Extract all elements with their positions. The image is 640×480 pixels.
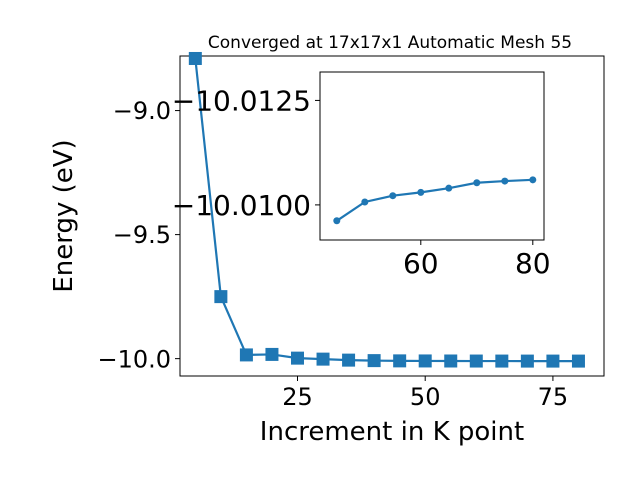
inset-x-tick-label: 80 <box>515 247 551 280</box>
main-x-tick-label: 50 <box>410 383 441 411</box>
inset-x-axis: 60 80 <box>403 240 551 280</box>
inset-data-point <box>389 192 397 200</box>
main-y-tick-label: −9.5 <box>113 221 171 249</box>
main-data-point <box>290 351 304 365</box>
chart-title: Converged at 17x17x1 Automatic Mesh 55 <box>208 33 572 53</box>
inset-y-tick-label: −10.0125 <box>172 84 311 117</box>
main-series <box>188 51 585 368</box>
main-data-point <box>393 354 407 368</box>
inset-data-point <box>333 217 341 225</box>
inset-x-tick-label: 60 <box>403 247 439 280</box>
main-data-point <box>469 354 483 368</box>
main-x-tick-label: 75 <box>538 383 569 411</box>
main-data-point <box>418 354 432 368</box>
main-series-line <box>194 58 579 363</box>
main-data-point <box>520 354 534 368</box>
main-data-point <box>571 354 585 368</box>
main-data-point <box>239 348 253 362</box>
inset-data-point <box>417 188 425 196</box>
inset-data-point <box>501 177 509 185</box>
main-y-axis: −9.0 −9.5 −10.0 <box>97 97 180 373</box>
main-data-point <box>546 354 560 368</box>
inset-series-line <box>336 178 533 222</box>
main-plot-frame <box>179 55 605 377</box>
main-data-point <box>367 354 381 368</box>
inset-y-tick-label: −10.0100 <box>172 189 311 222</box>
inset-data-point <box>361 198 369 206</box>
main-data-point <box>188 51 202 65</box>
main-x-axis: 25 50 75 <box>282 376 568 411</box>
main-data-point <box>214 290 228 304</box>
inset-data-point <box>529 176 537 184</box>
main-data-point <box>316 352 330 366</box>
main-x-tick-label: 25 <box>282 383 313 411</box>
inset-data-point <box>473 179 481 187</box>
main-data-point <box>495 354 509 368</box>
main-y-tick-label: −9.0 <box>113 97 171 125</box>
inset-data-point <box>445 184 453 192</box>
main-data-point <box>342 353 356 367</box>
x-axis-label: Increment in K point <box>260 417 524 447</box>
y-axis-label: Energy (eV) <box>49 139 79 292</box>
inset-plot-frame <box>319 71 545 241</box>
main-data-point <box>444 354 458 368</box>
inset-series <box>333 176 537 225</box>
main-data-point <box>265 347 279 361</box>
inset-y-axis: −10.0125 −10.0100 <box>172 84 320 222</box>
main-y-tick-label: −10.0 <box>97 345 171 373</box>
